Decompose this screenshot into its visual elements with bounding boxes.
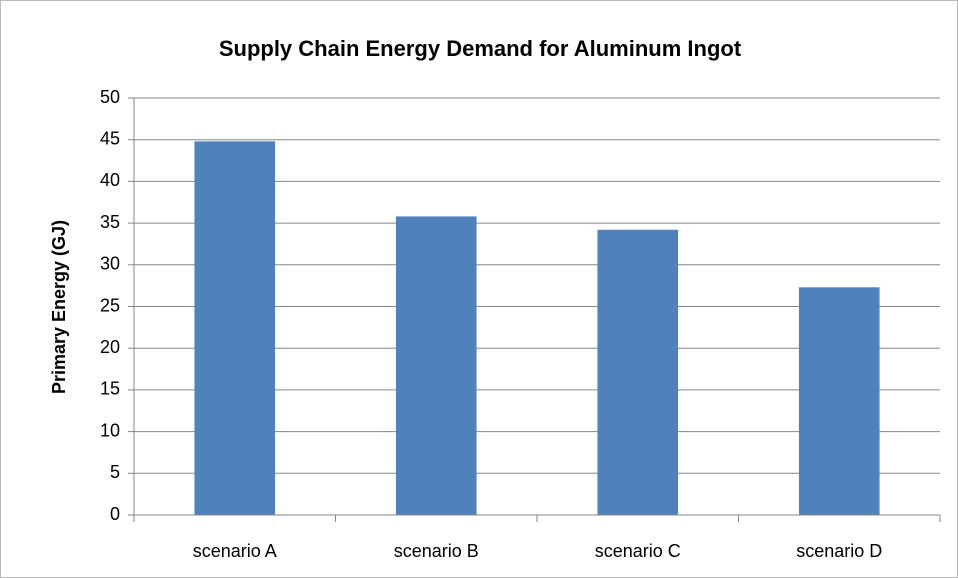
y-tick-label: 0 [110, 504, 120, 524]
y-tick-label: 25 [100, 295, 120, 315]
bar [798, 287, 880, 515]
chart-title: Supply Chain Energy Demand for Aluminum … [219, 36, 742, 61]
x-tick-label: scenario B [394, 541, 479, 561]
bar [395, 216, 477, 516]
y-tick-label: 20 [100, 337, 120, 357]
bar [194, 141, 276, 516]
y-tick-label: 5 [110, 462, 120, 482]
y-tick-label: 10 [100, 420, 120, 440]
y-tick-label: 45 [100, 128, 120, 148]
y-tick-label: 15 [100, 379, 120, 399]
bar [597, 229, 679, 515]
y-tick-label: 50 [100, 87, 120, 107]
x-tick-label: scenario D [796, 541, 882, 561]
y-tick-label: 35 [100, 212, 120, 232]
x-tick-label: scenario C [595, 541, 681, 561]
y-tick-label: 40 [100, 170, 120, 190]
x-tick-label: scenario A [193, 541, 277, 561]
y-axis-label: Primary Energy (GJ) [49, 220, 69, 394]
y-tick-label: 30 [100, 254, 120, 274]
